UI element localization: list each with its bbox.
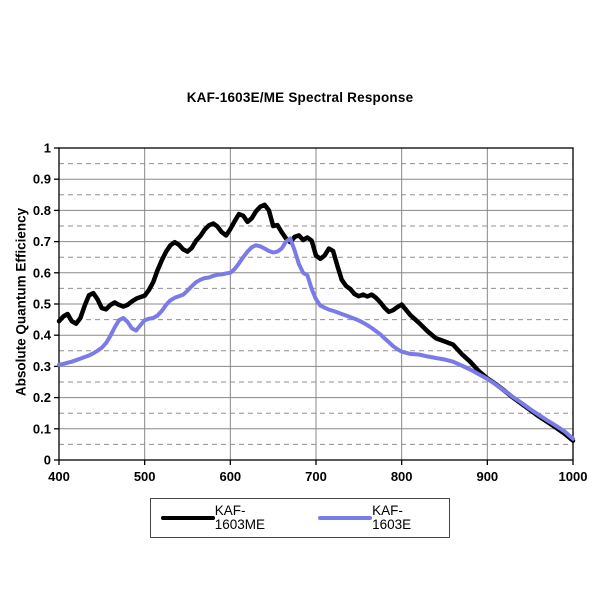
y-tick-label: 1 bbox=[44, 141, 51, 156]
legend-item-kaf-1603me: KAF-1603ME bbox=[161, 504, 292, 532]
kaf-1603e-line bbox=[57, 236, 575, 441]
x-tick-label: 900 bbox=[476, 469, 498, 484]
y-tick-label: 0.2 bbox=[33, 390, 51, 405]
y-tick-label: 0.9 bbox=[33, 172, 51, 187]
y-tick-label: 0.8 bbox=[33, 203, 51, 218]
legend-box: KAF-1603ME KAF-1603E bbox=[150, 498, 450, 538]
legend-label-kaf-1603e: KAF-1603E bbox=[372, 503, 412, 532]
x-tick-label: 800 bbox=[391, 469, 413, 484]
kaf-1603e-line-swatch bbox=[318, 515, 373, 521]
legend-item-kaf-1603e: KAF-1603E bbox=[318, 504, 439, 532]
y-tick-label: 0.3 bbox=[33, 359, 51, 374]
x-tick-label: 500 bbox=[134, 469, 156, 484]
legend-label-kaf-1603me: KAF-1603ME bbox=[214, 503, 265, 532]
kaf-1603me-line bbox=[56, 202, 576, 443]
kaf-1603me-line-swatch bbox=[161, 515, 215, 521]
y-tick-label: 0 bbox=[44, 453, 51, 468]
chart-title: KAF-1603E/ME Spectral Response bbox=[186, 90, 414, 105]
y-tick-label: 0.4 bbox=[33, 328, 52, 343]
y-tick-label: 0.7 bbox=[33, 234, 51, 249]
x-tick-label: 1000 bbox=[559, 469, 588, 484]
x-tick-label: 600 bbox=[219, 469, 241, 484]
y-tick-label: 0.1 bbox=[33, 421, 51, 436]
y-tick-label: 0.5 bbox=[33, 297, 51, 312]
x-tick-label: 400 bbox=[48, 469, 70, 484]
x-tick-label: 700 bbox=[305, 469, 327, 484]
y-tick-label: 0.6 bbox=[33, 265, 51, 280]
